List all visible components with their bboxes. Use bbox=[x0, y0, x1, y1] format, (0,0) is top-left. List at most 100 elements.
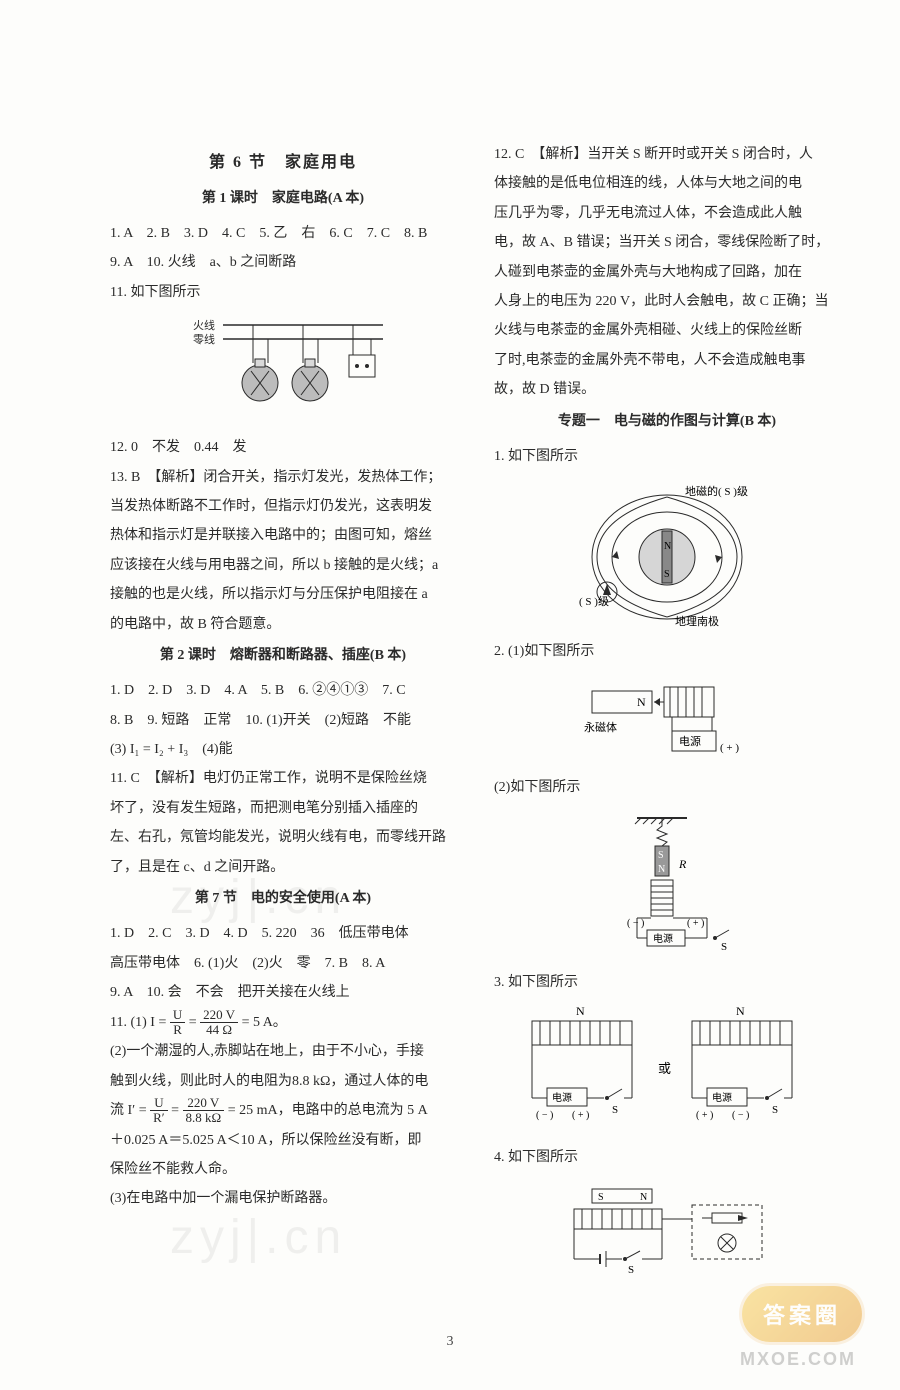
q13-line-b: 当发热体断路不工作时，但指示灯仍发光，这表明发 bbox=[110, 492, 456, 521]
section-6-title: 第 6 节 家庭用电 bbox=[110, 146, 456, 180]
l3-line-3: 9. A 10. 会 不会 把开关接在火线上 bbox=[110, 978, 456, 1007]
r12-g: 火线与电茶壶的金属外壳相碰、火线上的保险丝断 bbox=[494, 316, 840, 345]
label-S2: S bbox=[658, 850, 664, 861]
eq-1: = bbox=[189, 1015, 200, 1030]
r-q1: 1. 如下图所示 bbox=[494, 442, 840, 471]
l2-q11-d: 了，且是在 c、d 之间开路。 bbox=[110, 853, 456, 882]
label-minus-r: ( − ) bbox=[732, 1110, 749, 1121]
label-N-right: N bbox=[736, 1004, 745, 1018]
label-geoS: 地磁的( S )级 bbox=[685, 484, 748, 498]
svg-text:N: N bbox=[664, 541, 671, 552]
r-q4: 4. 如下图所示 bbox=[494, 1143, 840, 1172]
figure-relay: S N S bbox=[494, 1179, 840, 1279]
label-sw-r: S bbox=[772, 1104, 778, 1116]
r12-d: 电，故 A、B 错误；当开关 S 闭合，零线保险断了时， bbox=[494, 228, 840, 257]
topic-1-title: 专题一 电与磁的作图与计算(B 本) bbox=[494, 407, 840, 436]
label-southpole: 地理南极 bbox=[675, 614, 719, 627]
l3-q11-pre: 11. (1) I = bbox=[110, 1015, 170, 1030]
q13-line-a: 13. B 【解析】闭合开关，指示灯发光，发热体工作； bbox=[110, 463, 456, 492]
l3-q13: (3)在电路中加一个漏电保护断路器。 bbox=[110, 1184, 456, 1213]
l2-q11-c: 左、右孔，氖管均能发光，说明火线有电，而零线开路 bbox=[110, 823, 456, 852]
figure-solenoid-pair: N 电源 S ( − ) ( + ) 或 bbox=[494, 1003, 840, 1133]
label-plus1: ( + ) bbox=[720, 742, 739, 754]
label-sw2: S bbox=[721, 941, 727, 953]
l2-q11-b: 坏了，没有发生短路，而把测电笔分别插入插座的 bbox=[110, 794, 456, 823]
l3-q12-d: ＋0.025 A＝5.025 A＜10 A，所以保险丝没有断，即 bbox=[110, 1126, 456, 1155]
l2-q11-a: 11. C 【解析】电灯仍正常工作，说明不是保险丝烧 bbox=[110, 764, 456, 793]
r-q3: 3. 如下图所示 bbox=[494, 968, 840, 997]
q13-line-d: 应该接在火线与用电器之间，所以 b 接触的是火线；a bbox=[110, 551, 456, 580]
r12-f: 人身上的电压为 220 V，此时人会触电，故 C 正确；当 bbox=[494, 287, 840, 316]
label-perm: 永磁体 bbox=[584, 720, 617, 734]
l3-q12-c: 流 I′ = U R′ = 220 V 8.8 kΩ = 25 mA，电路中的总… bbox=[110, 1096, 456, 1126]
l3-q12c-pre: 流 I′ = bbox=[110, 1103, 150, 1118]
r12-b: 体接触的是低电位相连的线，人体与大地之间的电 bbox=[494, 169, 840, 198]
q12-line: 12. 0 不发 0.44 发 bbox=[110, 433, 456, 462]
r12-a: 12. C 【解析】当开关 S 断开时或开关 S 闭合时，人 bbox=[494, 140, 840, 169]
page-container: 第 6 节 家庭用电 第 1 课时 家庭电路(A 本) 1. A 2. B 3.… bbox=[0, 0, 900, 1329]
r-q2: 2. (1)如下图所示 bbox=[494, 637, 840, 666]
site-watermark: MXOE.COM bbox=[740, 1349, 856, 1370]
l3-q11-formula: 11. (1) I = U R = 220 V 44 Ω = 5 A。 bbox=[110, 1008, 456, 1038]
frac-220-44: 220 V 44 Ω bbox=[200, 1008, 238, 1038]
l3-q12-a: (2)一个潮湿的人,赤脚站在地上，由于不小心，手接 bbox=[110, 1037, 456, 1066]
label-plus-r: ( + ) bbox=[696, 1110, 713, 1121]
label-psu-l: 电源 bbox=[552, 1091, 572, 1104]
l3-line-2: 高压带电体 6. (1)火 (2)火 零 7. B 8. A bbox=[110, 949, 456, 978]
label-N2: N bbox=[658, 864, 665, 875]
answers-line-2: 9. A 10. 火线 a、b 之间断路 bbox=[110, 248, 456, 277]
label-plus2: ( + ) bbox=[687, 918, 704, 929]
frac-U-Rp: U R′ bbox=[150, 1096, 168, 1126]
figure-household-circuit: 火线 零线 bbox=[110, 313, 456, 423]
r-q2b: (2)如下图所示 bbox=[494, 773, 840, 802]
r12-e: 人碰到电茶壶的金属外壳与大地构成了回路，加在 bbox=[494, 258, 840, 287]
label-leftS: ( S )级 bbox=[579, 595, 609, 608]
label-N: N bbox=[637, 695, 646, 709]
l3-q12-b: 触到火线，则此时人的电阻为8.8 kΩ，通过人体的电 bbox=[110, 1067, 456, 1096]
lesson-1-title: 第 1 课时 家庭电路(A 本) bbox=[110, 184, 456, 213]
frac-U-R: U R bbox=[170, 1008, 185, 1038]
label-sw-l: S bbox=[612, 1104, 618, 1116]
frac-220-88: 220 V 8.8 kΩ bbox=[183, 1096, 225, 1126]
label-sw4: S bbox=[628, 1264, 634, 1276]
eq-2: = bbox=[171, 1103, 182, 1118]
q13-line-c: 热体和指示灯是并联接入电路中的；由图可知，熔丝 bbox=[110, 521, 456, 550]
label-plus-l: ( + ) bbox=[572, 1110, 589, 1121]
left-column: 第 6 节 家庭用电 第 1 课时 家庭电路(A 本) 1. A 2. B 3.… bbox=[110, 140, 456, 1289]
l3-q12-e: 保险丝不能救人命。 bbox=[110, 1155, 456, 1184]
label-minus: ( − ) bbox=[627, 918, 644, 929]
svg-text:S: S bbox=[664, 569, 670, 580]
l2-line-3: (3) I₁ = I₂ + I₃ (4)能 bbox=[110, 735, 456, 764]
figure-electromagnet-2: S N R 电源 ( − ) ( + ) bbox=[494, 808, 840, 958]
label-psu1: 电源 bbox=[679, 734, 701, 748]
r12-c: 压几乎为零，几乎无电流过人体，不会造成此人触 bbox=[494, 199, 840, 228]
label-N-left: N bbox=[576, 1004, 585, 1018]
label-minus-l: ( − ) bbox=[536, 1110, 553, 1121]
right-column: 12. C 【解析】当开关 S 断开时或开关 S 闭合时，人 体接触的是低电位相… bbox=[494, 140, 840, 1289]
label-psu-r: 电源 bbox=[712, 1091, 732, 1104]
r12-i: 故，故 D 错误。 bbox=[494, 375, 840, 404]
label-R: R bbox=[678, 857, 687, 871]
label-or: 或 bbox=[658, 1061, 671, 1076]
r12-h: 了时,电茶壶的金属外壳不带电，人不会造成触电事 bbox=[494, 346, 840, 375]
figure-electromagnet-1: N 永磁体 电源 ( + ) bbox=[494, 673, 840, 763]
eq-25ma: = 25 mA，电路中的总电流为 5 A bbox=[228, 1103, 428, 1118]
figure-earth-magnet: N S 地磁的( S )级 ( S )级 地理南极 bbox=[494, 477, 840, 627]
l2-line-2: 8. B 9. 短路 正常 10. (1)开关 (2)短路 不能 bbox=[110, 706, 456, 735]
answer-badge: 答案圈 bbox=[742, 1286, 862, 1342]
lesson-2-title: 第 2 课时 熔断器和断路器、插座(B 本) bbox=[110, 641, 456, 670]
q11-caption: 11. 如下图所示 bbox=[110, 278, 456, 307]
l3-line-1: 1. D 2. C 3. D 4. D 5. 220 36 低压带电体 bbox=[110, 919, 456, 948]
answers-line-1: 1. A 2. B 3. D 4. C 5. 乙 右 6. C 7. C 8. … bbox=[110, 219, 456, 248]
label-psu2: 电源 bbox=[653, 932, 673, 945]
section-7-title: 第 7 节 电的安全使用(A 本) bbox=[110, 884, 456, 913]
page-number: 3 bbox=[447, 1334, 454, 1350]
q13-line-e: 接触的也是火线，所以指示灯与分压保护电阻接在 a bbox=[110, 580, 456, 609]
label-S4: S bbox=[598, 1192, 604, 1203]
q13-line-f: 的电路中，故 B 符合题意。 bbox=[110, 610, 456, 639]
l2-line-1: 1. D 2. D 3. D 4. A 5. B 6. ②④①③ 7. C bbox=[110, 676, 456, 705]
label-N4: N bbox=[640, 1192, 647, 1203]
label-neutral: 零线 bbox=[193, 332, 215, 346]
eq-5a: = 5 A。 bbox=[242, 1015, 287, 1030]
label-hot: 火线 bbox=[193, 318, 215, 332]
